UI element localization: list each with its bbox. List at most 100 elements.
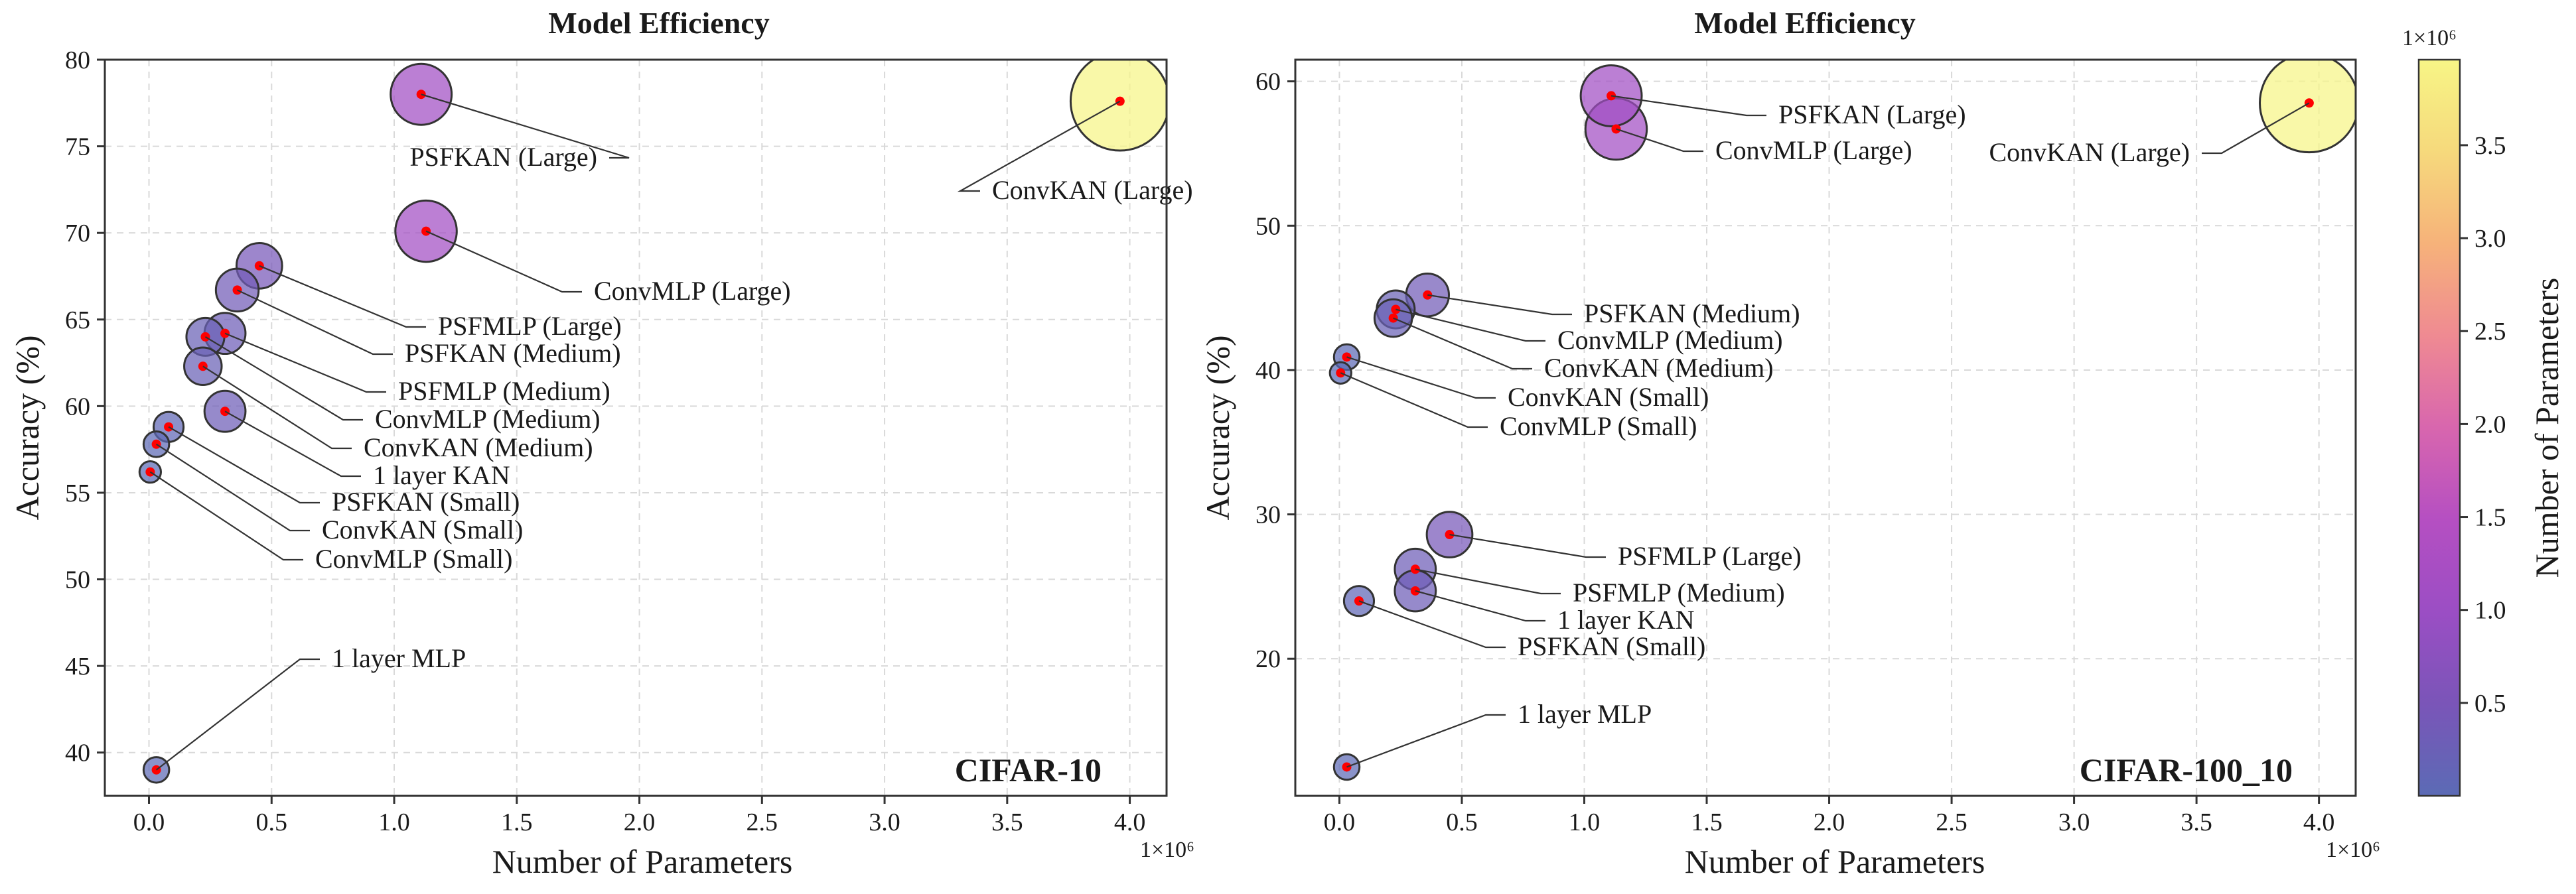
leader-line bbox=[1346, 714, 1506, 768]
x-axis-label: Number of Parameters bbox=[492, 843, 793, 880]
leader-lines bbox=[1340, 95, 2310, 768]
y-tick-label: 80 bbox=[65, 46, 90, 74]
leader-line bbox=[1449, 533, 1606, 558]
point-label: ConvKAN (Large) bbox=[1989, 137, 2190, 167]
colorbar-tick-label: 2.0 bbox=[2474, 411, 2506, 438]
leader-line bbox=[1427, 294, 1572, 316]
colorbar-tick-label: 1.0 bbox=[2474, 597, 2506, 625]
point-label: ConvMLP (Medium) bbox=[375, 404, 601, 434]
chart-title: Model Efficiency bbox=[1694, 6, 1915, 40]
x-tick-label: 1.5 bbox=[1691, 808, 1723, 836]
x-axis-multiplier: 1×10⁶ bbox=[2326, 838, 2380, 862]
point-label: ConvKAN (Medium) bbox=[1544, 353, 1774, 383]
y-tick-label: 45 bbox=[65, 653, 90, 680]
point-label: ConvKAN (Medium) bbox=[364, 432, 593, 462]
leader-lines bbox=[149, 94, 1121, 771]
y-tick-label: 50 bbox=[1255, 212, 1281, 240]
x-tick-label: 2.5 bbox=[1936, 808, 1968, 836]
x-tick-label: 3.5 bbox=[991, 808, 1023, 836]
x-tick-label: 3.5 bbox=[2181, 808, 2212, 836]
leader-line bbox=[1415, 568, 1561, 595]
y-tick-label: 50 bbox=[65, 566, 90, 594]
colorbar-tick-label: 1.5 bbox=[2474, 504, 2506, 532]
colorbar-tick-label: 0.5 bbox=[2474, 690, 2506, 718]
y-tick-label: 60 bbox=[1255, 68, 1281, 96]
leader-line bbox=[1415, 590, 1545, 622]
x-tick-label: 4.0 bbox=[2303, 808, 2335, 836]
leader-line bbox=[421, 94, 630, 159]
y-axis-label: Accuracy (%) bbox=[9, 336, 46, 521]
x-axis: 0.0 0.5 1.0 1.5 2.0 2.5 3.0 3.5 4.0 bbox=[1324, 796, 2335, 836]
x-tick-label: 4.0 bbox=[1114, 808, 1146, 836]
x-tick-label: 0.0 bbox=[1324, 808, 1356, 836]
leader-line bbox=[224, 332, 386, 393]
leader-line bbox=[259, 265, 426, 328]
point-label: PSFKAN (Small) bbox=[332, 487, 520, 517]
leader-line bbox=[1610, 95, 1766, 117]
leader-line bbox=[224, 411, 361, 478]
leader-line bbox=[202, 365, 352, 450]
y-tick-label: 65 bbox=[65, 306, 90, 334]
y-tick-label: 70 bbox=[65, 220, 90, 247]
point-label: PSFKAN (Medium) bbox=[1584, 298, 1800, 328]
colorbar-tick-label: 3.0 bbox=[2474, 225, 2506, 253]
point-label: PSFMLP (Medium) bbox=[1573, 578, 1785, 607]
chart-panel-cifar10: PSFKAN (Large) ConvKAN (Large) ConvMLP (La… bbox=[9, 6, 1194, 880]
leader-line bbox=[1393, 317, 1532, 370]
leader-line bbox=[1616, 128, 1703, 153]
point-label: PSFKAN (Large) bbox=[409, 142, 597, 172]
leader-line bbox=[149, 471, 303, 561]
y-tick-label: 20 bbox=[1255, 645, 1281, 673]
point-label: 1 layer MLP bbox=[332, 643, 466, 673]
leader-line bbox=[2202, 102, 2310, 155]
point-label: ConvKAN (Small) bbox=[1508, 382, 1709, 412]
point-labels: PSFKAN (Large) ConvMLP (Large) ConvKAN (La… bbox=[1500, 99, 2190, 729]
bubble-layer bbox=[138, 60, 1167, 784]
bubble-center bbox=[200, 332, 210, 342]
x-axis-label: Number of Parameters bbox=[1685, 843, 1985, 880]
point-label: 1 layer MLP bbox=[1518, 699, 1652, 729]
y-tick-label: 75 bbox=[65, 133, 90, 161]
colorbar-gradient bbox=[2417, 58, 2461, 797]
x-axis: 0.0 0.5 1.0 1.5 2.0 2.5 3.0 3.5 4.0 bbox=[133, 796, 1146, 836]
plot-frame bbox=[1294, 58, 2357, 797]
x-tick-label: 1.0 bbox=[1569, 808, 1601, 836]
point-label: PSFMLP (Medium) bbox=[398, 376, 610, 406]
bubble-center bbox=[1354, 596, 1364, 606]
point-label: 1 layer KAN bbox=[373, 460, 510, 490]
y-axis-label: Accuracy (%) bbox=[1199, 336, 1236, 521]
colorbar-ticks: 0.5 1.0 1.5 2.0 2.5 3.0 3.5 bbox=[2460, 132, 2506, 718]
point-label: PSFMLP (Large) bbox=[438, 311, 622, 341]
y-axis: 40 45 50 55 60 65 70 75 80 bbox=[65, 46, 105, 767]
x-tick-label: 0.5 bbox=[1446, 808, 1478, 836]
dataset-label: CIFAR-10 bbox=[955, 751, 1102, 789]
leader-line bbox=[1395, 308, 1545, 342]
colorbar: 0.5 1.0 1.5 2.0 2.5 3.0 3.5 1×10⁶ Number of Pa… bbox=[2402, 26, 2565, 797]
point-label: ConvKAN (Large) bbox=[992, 175, 1193, 205]
point-label: PSFKAN (Large) bbox=[1778, 99, 1966, 129]
x-axis-multiplier: 1×10⁶ bbox=[1140, 838, 1194, 862]
x-tick-label: 3.0 bbox=[2058, 808, 2090, 836]
x-tick-label: 2.0 bbox=[1814, 808, 1845, 836]
x-tick-label: 1.0 bbox=[378, 808, 410, 836]
y-tick-label: 40 bbox=[65, 739, 90, 767]
leader-line bbox=[168, 426, 320, 504]
point-label: ConvMLP (Medium) bbox=[1557, 325, 1783, 355]
x-tick-label: 0.5 bbox=[256, 808, 288, 836]
x-tick-label: 3.0 bbox=[869, 808, 900, 836]
x-tick-label: 0.0 bbox=[133, 808, 165, 836]
y-axis: 20 30 40 50 60 bbox=[1255, 68, 1295, 673]
colorbar-tick-label: 3.5 bbox=[2474, 132, 2506, 160]
leader-line bbox=[1346, 356, 1496, 399]
leader-line bbox=[957, 100, 1121, 192]
leader-line bbox=[237, 289, 393, 355]
point-label: PSFKAN (Medium) bbox=[405, 338, 621, 368]
point-labels: PSFKAN (Large) ConvKAN (Large) ConvMLP (La… bbox=[315, 142, 1193, 673]
leader-line bbox=[204, 336, 363, 421]
x-tick-label: 1.5 bbox=[501, 808, 533, 836]
colorbar-label: Number of Parameters bbox=[2528, 278, 2565, 578]
point-label: 1 layer KAN bbox=[1557, 605, 1695, 635]
point-label: ConvKAN (Small) bbox=[322, 515, 523, 544]
colorbar-tick-label: 2.5 bbox=[2474, 318, 2506, 346]
plot-frame bbox=[104, 58, 1168, 797]
